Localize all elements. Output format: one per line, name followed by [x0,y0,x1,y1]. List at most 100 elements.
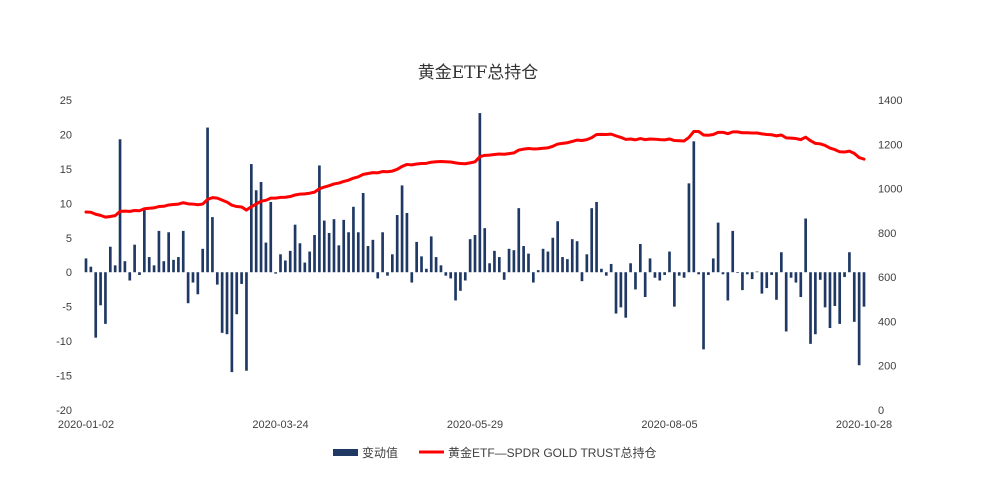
change-bar [429,236,433,273]
change-bar [235,272,239,315]
change-bar [225,272,229,335]
change-bar [366,246,370,273]
right-tick-label: 1400 [878,95,902,107]
change-bar [507,248,511,273]
change-bar [643,272,647,298]
change-bar [512,250,516,273]
change-bar [711,258,715,273]
change-bar [838,272,842,324]
change-bar [687,183,691,273]
change-bar [327,232,331,273]
change-bar [332,219,336,273]
change-bar [230,272,234,373]
left-tick-label: 15 [60,164,72,176]
change-bar [376,272,380,279]
change-bar [828,272,832,329]
change-bar [590,208,594,273]
change-bar [444,272,448,276]
change-bar [147,257,151,273]
change-bar [600,268,603,273]
change-bar [274,272,277,274]
change-bar [308,251,312,273]
change-bar [614,272,618,314]
change-bar [658,272,662,281]
change-bar [298,243,302,273]
x-tick-label: 2020-08-05 [641,419,697,431]
left-tick-label: -10 [56,336,72,348]
change-bar [818,272,822,280]
change-bar [172,259,175,273]
x-tick-label: 2020-01-02 [58,419,114,431]
legend: 变动值 黄金ETF—SPDR GOLD TRUST总持仓 [333,445,656,460]
change-bar [99,272,102,306]
change-bar [741,272,744,291]
change-bar [648,258,652,273]
change-bar [420,256,423,273]
change-bar [356,232,360,273]
change-bar [463,272,467,281]
change-bar [799,272,803,298]
change-bar [279,254,282,273]
change-bar [337,245,341,273]
change-bar [220,272,224,333]
change-bar [546,251,550,273]
change-bar [322,220,326,273]
change-bar [410,272,414,283]
change-bar [551,237,555,273]
change-bar [595,201,598,273]
change-bar [663,272,666,275]
change-bar [284,260,287,273]
change-bar [736,272,739,273]
legend-bar-swatch [333,449,358,456]
change-bar [118,139,122,273]
change-bar [755,271,759,273]
change-bar [104,272,107,324]
change-bar [288,250,292,273]
x-tick-label: 2020-03-24 [252,419,308,431]
change-bar [143,208,146,273]
change-bar [638,243,642,273]
change-bar [181,230,185,273]
change-bar [201,248,205,273]
change-bar [784,272,788,332]
legend-bar-label: 变动值 [362,445,398,460]
change-bar [707,272,710,275]
right-tick-label: 600 [878,272,896,284]
change-bar [488,263,491,273]
change-bar [750,272,754,280]
change-bar [361,193,365,273]
change-bar [833,272,837,306]
change-bar [454,272,457,301]
change-bar [814,272,817,335]
change-bar [211,217,214,273]
change-bar [249,164,253,273]
change-bar [133,244,136,273]
change-bar [391,254,394,273]
change-bar [624,272,628,318]
change-bar [483,228,487,273]
change-bar [731,230,735,273]
change-bars [84,113,866,373]
change-bar [789,272,793,278]
x-tick-label: 2020-05-29 [447,419,503,431]
holdings-line-layer [84,129,866,219]
change-bar [313,235,316,273]
change-bar [152,265,156,273]
left-y-axis: 25 20 15 10 5 0 -5 -10 -15 -20 [56,95,72,417]
change-bar [468,239,472,273]
change-bar [303,262,307,273]
change-bar [804,218,807,273]
change-bar [848,252,851,273]
change-bar [342,219,346,273]
change-bar [697,272,701,275]
chart-title: 黄金ETF总持仓 [418,63,539,83]
change-bar [108,246,112,273]
change-bar [215,272,219,285]
left-tick-label: 20 [60,129,72,141]
change-bar [541,248,545,273]
change-bar [405,212,409,273]
change-bar [726,272,730,301]
change-bar [619,272,623,308]
change-bar [425,268,428,273]
